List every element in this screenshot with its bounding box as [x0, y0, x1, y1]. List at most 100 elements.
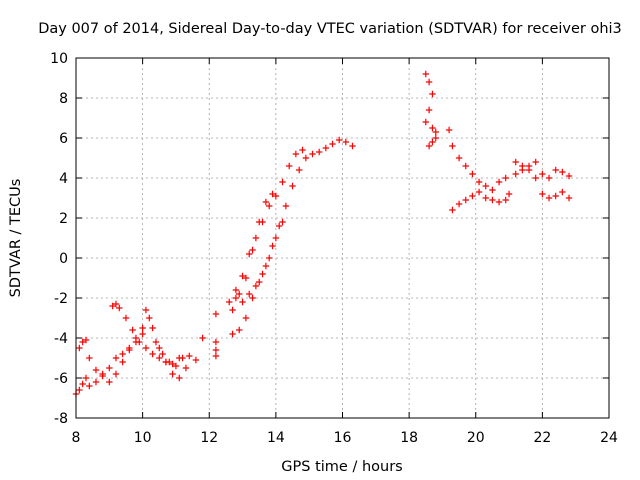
- data-point: [139, 330, 146, 338]
- data-point: [532, 158, 539, 166]
- y-tick-label: -8: [54, 411, 68, 427]
- data-point: [495, 178, 503, 186]
- data-point: [186, 352, 193, 360]
- data-point: [246, 250, 253, 258]
- data-point: [289, 182, 296, 190]
- data-point: [236, 290, 243, 298]
- data-point: [266, 254, 273, 262]
- data-point: [262, 198, 270, 206]
- data-point: [86, 354, 93, 362]
- x-tick-label: 22: [533, 430, 551, 446]
- data-point: [469, 170, 476, 178]
- data-point: [212, 346, 220, 354]
- data-point: [429, 90, 436, 98]
- data-point: [286, 162, 293, 170]
- data-point: [112, 354, 120, 362]
- data-point: [539, 190, 546, 198]
- data-point: [226, 298, 233, 306]
- data-point: [182, 364, 190, 372]
- data-point: [272, 234, 280, 242]
- data-point: [279, 178, 286, 186]
- data-point: [482, 194, 489, 202]
- data-point: [462, 162, 469, 170]
- data-point: [432, 128, 439, 136]
- x-tick-label: 20: [467, 430, 485, 446]
- data-point: [239, 298, 246, 306]
- data-point: [169, 360, 176, 368]
- data-point: [106, 378, 113, 386]
- data-point: [489, 196, 496, 204]
- data-point: [532, 174, 539, 182]
- data-point: [552, 192, 559, 200]
- data-point: [76, 386, 83, 394]
- data-point: [242, 314, 250, 322]
- data-point: [99, 372, 106, 380]
- data-point: [242, 274, 250, 282]
- data-point: [322, 144, 330, 152]
- data-point: [342, 138, 350, 146]
- data-point: [256, 218, 263, 226]
- data-point: [92, 378, 100, 386]
- data-point: [149, 324, 156, 332]
- data-point: [559, 168, 566, 176]
- data-point: [302, 154, 310, 162]
- data-point: [432, 134, 439, 142]
- x-tick-label: 12: [200, 430, 218, 446]
- data-point: [282, 202, 290, 210]
- y-tick-label: -6: [54, 371, 68, 387]
- x-axis-label: GPS time / hours: [281, 459, 402, 475]
- data-point: [249, 246, 256, 254]
- y-tick-label: 0: [59, 251, 68, 267]
- data-point: [199, 334, 206, 342]
- data-point: [449, 206, 456, 214]
- data-point: [422, 118, 429, 126]
- y-tick-label: 2: [59, 211, 68, 227]
- data-point: [139, 324, 146, 332]
- data-point: [425, 142, 433, 150]
- data-point: [162, 358, 170, 366]
- y-tick-label: -2: [54, 291, 68, 307]
- data-point: [315, 148, 323, 156]
- data-point: [156, 354, 163, 362]
- x-tick-label: 14: [267, 430, 285, 446]
- data-point: [422, 70, 429, 78]
- data-point: [86, 382, 93, 390]
- data-point: [539, 170, 546, 178]
- data-point: [329, 140, 336, 148]
- x-tick-label: 18: [400, 430, 418, 446]
- plot-frame: [75, 57, 610, 419]
- data-point: [279, 218, 286, 226]
- data-point: [152, 338, 160, 346]
- y-tick-label: 8: [59, 91, 68, 107]
- data-point: [495, 198, 503, 206]
- data-point: [232, 286, 240, 294]
- data-point: [269, 190, 276, 198]
- y-tick-label: 4: [59, 171, 68, 187]
- data-point: [112, 300, 120, 308]
- data-point: [229, 330, 236, 338]
- data-point: [176, 354, 183, 362]
- data-point: [502, 174, 509, 182]
- data-point: [276, 222, 283, 230]
- y-tick-label: -4: [54, 331, 68, 347]
- x-tick-label: 8: [72, 430, 81, 446]
- data-point: [126, 346, 133, 354]
- y-tick-label: 6: [59, 131, 68, 147]
- data-point: [502, 196, 509, 204]
- data-point: [252, 234, 260, 242]
- data-point: [295, 166, 303, 174]
- data-point: [565, 172, 573, 180]
- data-point: [212, 352, 220, 360]
- data-point: [425, 106, 433, 114]
- data-point: [212, 338, 220, 346]
- data-point: [149, 350, 156, 358]
- data-point: [122, 314, 130, 322]
- data-point: [552, 166, 559, 174]
- data-point: [455, 154, 463, 162]
- data-point: [505, 190, 513, 198]
- data-point: [469, 192, 476, 200]
- data-point: [92, 366, 100, 374]
- data-point: [309, 150, 316, 158]
- data-point: [176, 374, 183, 382]
